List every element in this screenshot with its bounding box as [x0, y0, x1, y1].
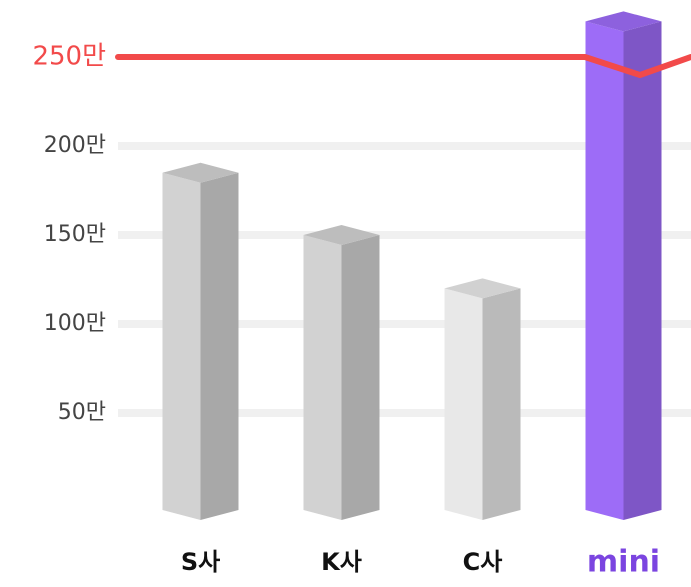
bar-side [482, 288, 521, 520]
y-tick-label: 200만 [44, 133, 106, 158]
bar-side [341, 235, 380, 520]
x-tick-label: mini [587, 545, 660, 580]
bar-front [162, 172, 201, 520]
y-tick-label: 50만 [58, 400, 106, 425]
bar-top [585, 11, 662, 32]
bar-front [585, 21, 624, 521]
bar-side [200, 172, 239, 520]
x-tick-label: S사 [181, 548, 220, 576]
bar-top [303, 225, 380, 245]
bar-front [444, 288, 483, 520]
bar-top [444, 278, 521, 299]
bar [303, 225, 380, 520]
bar-top [162, 162, 239, 183]
y-tick-label: 250만 [32, 42, 106, 72]
bar-front [303, 235, 342, 520]
y-tick-label: 100만 [44, 311, 106, 336]
bar [585, 11, 662, 521]
reference-line [115, 54, 691, 78]
bar [444, 278, 521, 520]
x-tick-label: K사 [321, 548, 362, 576]
bar-side [623, 21, 662, 521]
bar [162, 162, 239, 520]
y-tick-label: 150만 [44, 222, 106, 247]
x-tick-label: C사 [463, 548, 503, 576]
